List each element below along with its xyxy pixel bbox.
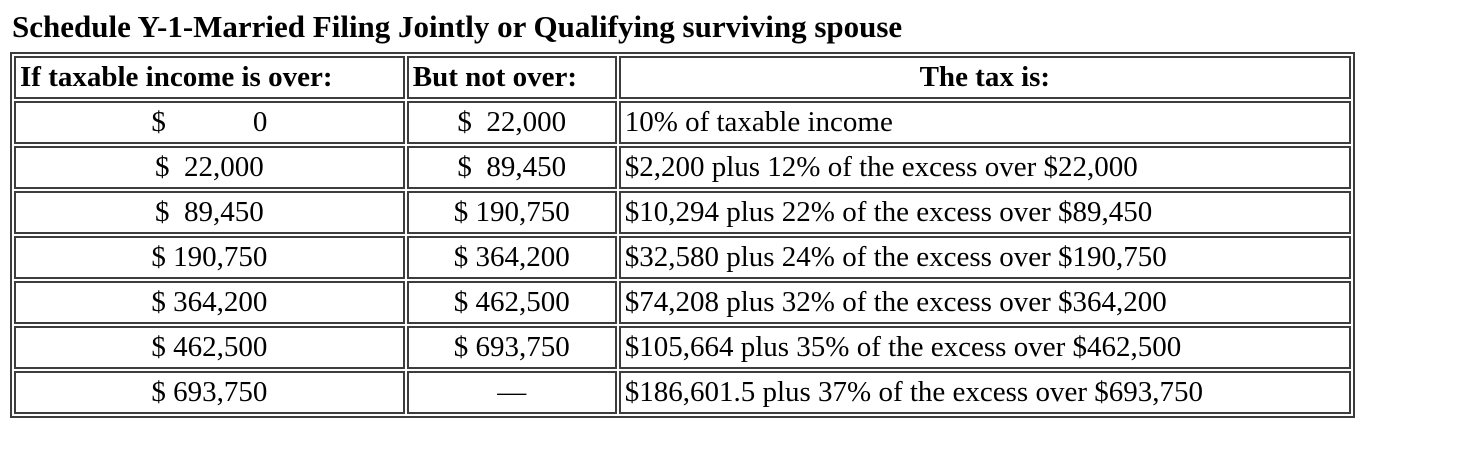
cell-income-over: $ 89,450 [14,190,405,234]
table-row: $ 462,500 $ 693,750 $105,664 plus 35% of… [14,325,1351,369]
cell-income-over: $ 22,000 [14,145,405,189]
cell-tax: 10% of taxable income [618,100,1351,144]
cell-tax: $10,294 plus 22% of the excess over $89,… [618,190,1351,234]
cell-not-over: $ 190,750 [406,190,617,234]
schedule-title: Schedule Y-1-Married Filing Jointly or Q… [12,9,903,44]
column-header-income-over: If taxable income is over: [14,55,405,99]
cell-income-over: $ 190,750 [14,235,405,279]
cell-tax: $105,664 plus 35% of the excess over $46… [618,325,1351,369]
table-row: $ 190,750 $ 364,200 $32,580 plus 24% of … [14,235,1351,279]
table-row: $ 89,450 $ 190,750 $10,294 plus 22% of t… [14,190,1351,234]
cell-not-over: $ 693,750 [406,325,617,369]
cell-tax: $74,208 plus 32% of the excess over $364… [618,280,1351,324]
cell-income-over: $ 693,750 [14,370,405,414]
table-row: $ 22,000 $ 89,450 $2,200 plus 12% of the… [14,145,1351,189]
cell-income-over: $ 364,200 [14,280,405,324]
table-body: $ 0 $ 22,000 10% of taxable income $ 22,… [14,100,1351,414]
table-row: $ 364,200 $ 462,500 $74,208 plus 32% of … [14,280,1351,324]
column-header-not-over: But not over: [406,55,617,99]
cell-not-over: $ 462,500 [406,280,617,324]
cell-not-over: $ 364,200 [406,235,617,279]
cell-income-over: $ 462,500 [14,325,405,369]
cell-income-over: $ 0 [14,100,405,144]
page: Schedule Y-1-Married Filing Jointly or Q… [10,9,1355,418]
cell-tax: $2,200 plus 12% of the excess over $22,0… [618,145,1351,189]
table-row: $ 693,750 — $186,601.5 plus 37% of the e… [14,370,1351,414]
column-header-tax: The tax is: [618,55,1351,99]
tax-schedule-table: If taxable income is over: But not over:… [10,51,1355,418]
cell-not-over: $ 22,000 [406,100,617,144]
header-row: If taxable income is over: But not over:… [14,55,1351,99]
cell-not-over: $ 89,450 [406,145,617,189]
cell-not-over: — [406,370,617,414]
table-row: $ 0 $ 22,000 10% of taxable income [14,100,1351,144]
cell-tax: $186,601.5 plus 37% of the excess over $… [618,370,1351,414]
table-header: If taxable income is over: But not over:… [14,55,1351,99]
cell-tax: $32,580 plus 24% of the excess over $190… [618,235,1351,279]
